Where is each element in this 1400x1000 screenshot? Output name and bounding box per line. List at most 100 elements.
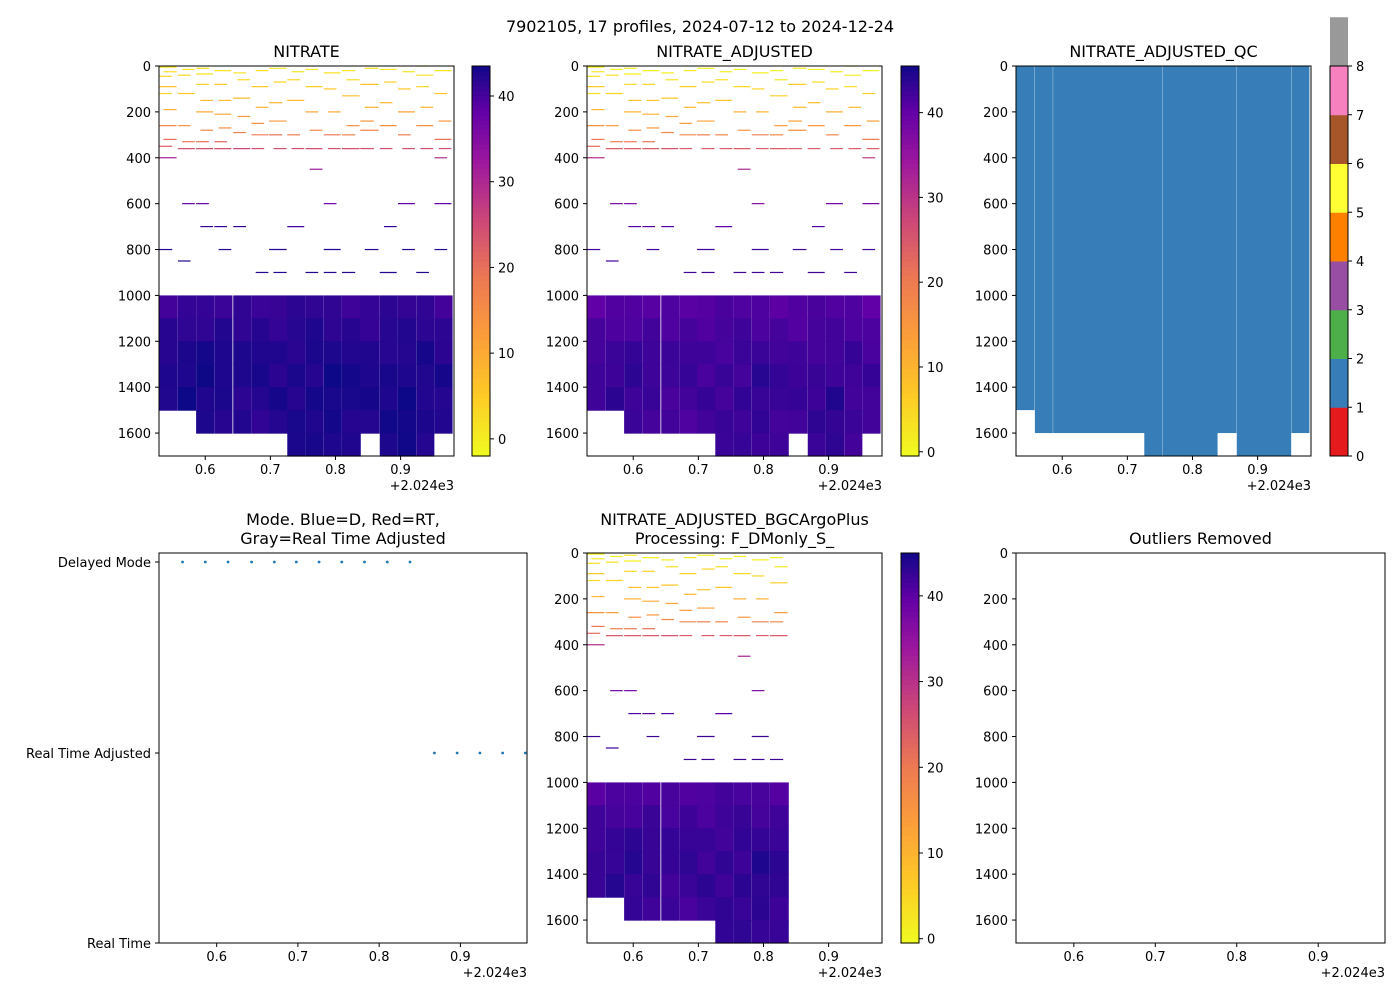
bgcargoplus-colorbar-segment	[901, 572, 919, 578]
bgcargoplus-heatmap-cell	[733, 874, 752, 898]
bgcargoplus-heatmap-cell	[715, 874, 734, 898]
outliers-y-tick-label: 1000	[975, 776, 1008, 791]
bgcargoplus-colorbar-segment	[901, 567, 919, 574]
nitrate-heatmap-cell	[434, 410, 453, 434]
nitrate-heatmap-cell	[397, 410, 417, 434]
nitrate_adjusted-heatmap-cell	[844, 433, 863, 457]
nitrate_adjusted_qc-colorbar-segment	[1330, 17, 1348, 67]
bgcargoplus-colorbar-segment	[901, 748, 919, 754]
bgcargoplus-heatmap-cell	[769, 920, 789, 944]
nitrate_adjusted-heatmap-cell	[751, 295, 770, 319]
nitrate-colorbar-segment	[472, 319, 490, 325]
bgcargoplus-colorbar-segment	[901, 821, 919, 827]
bgcargoplus-heatmap-cell	[605, 828, 625, 852]
nitrate_adjusted-colorbar-segment	[901, 280, 919, 286]
nitrate-y-tick-label: 1200	[118, 335, 151, 350]
bgcargoplus-heatmap-cell	[679, 874, 698, 898]
nitrate-heatmap-cell	[287, 341, 306, 365]
nitrate_adjusted-colorbar-segment	[901, 402, 919, 408]
bgcargoplus-colorbar-segment	[901, 718, 919, 725]
nitrate_adjusted-colorbar-segment	[901, 417, 919, 423]
nitrate_adjusted_qc-y-tick-label: 400	[983, 152, 1008, 167]
nitrate-heatmap-cell	[269, 364, 288, 388]
bgcargoplus-colorbar-segment	[901, 621, 919, 627]
bgcargoplus-colorbar-segment	[901, 553, 919, 559]
bgcargoplus-colorbar-segment	[901, 816, 919, 822]
nitrate_adjusted-colorbar-segment	[901, 431, 919, 438]
nitrate_adjusted-heatmap-cell	[661, 364, 680, 388]
nitrate-heatmap-cell	[269, 387, 288, 411]
nitrate_adjusted_qc-colorbar-tick-label: 0	[1356, 450, 1364, 465]
nitrate_adjusted-heatmap-cell	[679, 364, 698, 388]
nitrate_adjusted-heatmap-cell	[697, 387, 716, 411]
bgcargoplus-colorbar-segment	[901, 733, 919, 739]
nitrate_adjusted-colorbar-segment	[901, 222, 919, 228]
bgcargoplus-colorbar-segment	[901, 704, 919, 710]
bgcargoplus-colorbar-segment	[901, 587, 919, 593]
nitrate-colorbar-segment	[472, 446, 490, 452]
nitrate_adjusted-colorbar-segment	[901, 192, 919, 199]
nitrate-colorbar-segment	[472, 197, 490, 204]
bgcargoplus-heatmap-cell	[769, 828, 789, 852]
nitrate-heatmap-cell	[379, 341, 398, 365]
outliers-x-tick-label: 0.6	[1063, 950, 1084, 965]
bgcargoplus-colorbar-tick-label: 10	[927, 847, 944, 862]
nitrate_adjusted-heatmap-cell	[605, 387, 625, 411]
nitrate-colorbar-segment	[472, 163, 490, 169]
bgcargoplus-heatmap-cell	[697, 782, 716, 806]
nitrate-heatmap-cell	[305, 318, 324, 342]
nitrate_adjusted-colorbar-tick-label: 30	[927, 191, 944, 206]
nitrate-colorbar-segment	[472, 192, 490, 199]
bgcargoplus-heatmap-cell	[624, 828, 643, 852]
nitrate-colorbar-segment	[472, 348, 490, 355]
nitrate-colorbar-segment	[472, 119, 490, 126]
nitrate-heatmap-cell	[251, 295, 270, 319]
nitrate-colorbar-segment	[472, 304, 490, 311]
nitrate-colorbar-tick-label: 0	[498, 433, 506, 448]
bgcargoplus-colorbar-segment	[901, 694, 919, 700]
nitrate-heatmap-cell	[360, 295, 380, 319]
bgcargoplus-heatmap-cell	[642, 874, 661, 898]
nitrate-heatmap-cell	[323, 387, 342, 411]
nitrate-heatmap-cell	[379, 410, 398, 434]
nitrate-colorbar-segment	[472, 139, 490, 145]
bgcargoplus-heatmap-cell	[769, 851, 789, 875]
nitrate-x-tick-label: 0.7	[260, 463, 281, 478]
nitrate_adjusted-heatmap-cell	[844, 364, 863, 388]
nitrate-y-tick-label: 1600	[118, 427, 151, 442]
nitrate_adjusted-colorbar-segment	[901, 231, 919, 238]
nitrate_adjusted_qc-x-tick-label: 0.8	[1182, 463, 1203, 478]
nitrate-x-tick-label: 0.9	[390, 463, 411, 478]
nitrate_adjusted-colorbar-segment	[901, 90, 919, 96]
bgcargoplus-heatmap-cell	[751, 874, 770, 898]
nitrate_adjusted-heatmap-cell	[587, 295, 606, 319]
nitrate_adjusted-heatmap-cell	[733, 341, 752, 365]
nitrate-heatmap-cell	[379, 364, 398, 388]
bgcargoplus-colorbar-segment	[901, 635, 919, 642]
nitrate-heatmap-cell	[251, 318, 270, 342]
nitrate_adjusted-colorbar-segment	[901, 134, 919, 140]
nitrate_adjusted-heatmap-cell	[624, 387, 643, 411]
nitrate-heatmap-cell	[233, 364, 252, 388]
bgcargoplus-heatmap-cell	[642, 805, 661, 829]
bgcargoplus-colorbar-segment	[901, 826, 919, 832]
nitrate-heatmap-cell	[214, 410, 233, 434]
mode-point	[432, 751, 436, 755]
nitrate_adjusted-colorbar-segment	[901, 226, 919, 233]
nitrate_adjusted-colorbar-segment	[901, 124, 919, 130]
nitrate_adjusted-heatmap-cell	[788, 387, 808, 411]
outliers-y-tick-label: 200	[983, 593, 1008, 608]
nitrate_adjusted-heatmap-cell	[862, 364, 881, 388]
nitrate-heatmap-cell	[159, 364, 178, 388]
bgcargoplus-heatmap-cell	[679, 897, 698, 921]
nitrate_adjusted_qc-y-tick-label: 200	[983, 106, 1008, 121]
bgcargoplus-x-tick-label: 0.7	[688, 950, 709, 965]
bgcargoplus-colorbar-segment	[901, 908, 919, 915]
nitrate-x-tick-label: 0.8	[325, 463, 346, 478]
nitrate-heatmap-cell	[251, 410, 270, 434]
nitrate_adjusted-heatmap-cell	[825, 341, 845, 365]
nitrate-heatmap-cell	[214, 364, 233, 388]
nitrate_adjusted_qc-y-tick-label: 1400	[975, 381, 1008, 396]
nitrate-heatmap-cell	[416, 295, 435, 319]
bgcargoplus-x-offset-label: +2.024e3	[818, 966, 882, 981]
